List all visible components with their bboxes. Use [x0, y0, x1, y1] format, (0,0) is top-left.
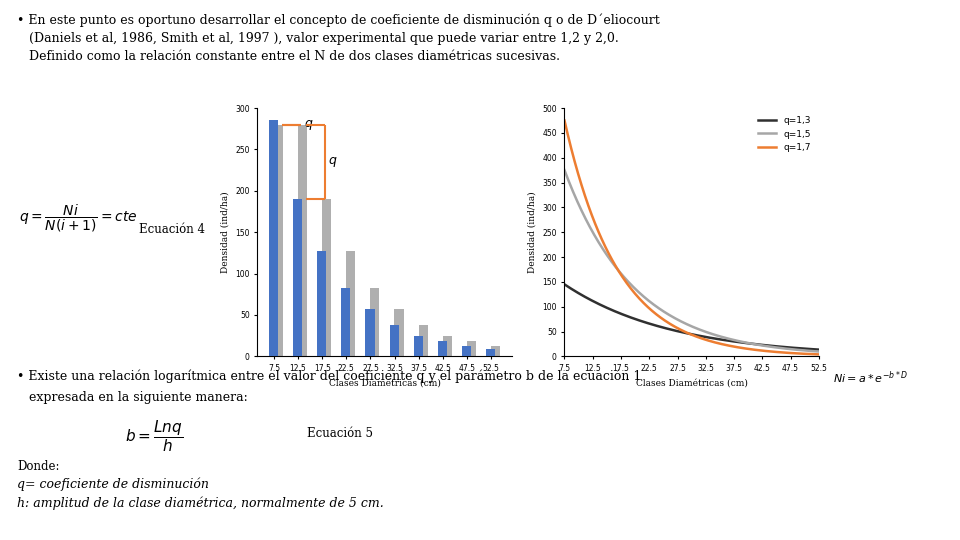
- Text: Ecuación 5: Ecuación 5: [307, 427, 373, 440]
- Bar: [467, 341, 476, 356]
- Bar: [366, 309, 374, 356]
- Bar: [486, 349, 495, 356]
- Text: Donde:: Donde:: [17, 460, 60, 473]
- Bar: [371, 288, 379, 356]
- Line: q=1,7: q=1,7: [564, 120, 819, 354]
- q=1,7: [714, 340, 726, 347]
- Bar: [443, 336, 452, 356]
- Bar: [462, 346, 471, 356]
- q=1,5: [714, 333, 726, 340]
- Text: $q$: $q$: [327, 155, 337, 169]
- Text: $b = \dfrac{Lnq}{h}$: $b = \dfrac{Lnq}{h}$: [125, 418, 183, 454]
- Line: q=1,3: q=1,3: [564, 285, 819, 349]
- Bar: [395, 309, 403, 356]
- q=1,3: [789, 345, 801, 351]
- Bar: [298, 125, 307, 356]
- Text: expresada en la siguiente manera:: expresada en la siguiente manera:: [17, 392, 248, 404]
- Y-axis label: Densidad (ind/ha): Densidad (ind/ha): [221, 191, 229, 273]
- Text: • Existe una relación logarítmica entre el valor del coeficiente q y el parámetr: • Existe una relación logarítmica entre …: [17, 370, 641, 383]
- q=1,3: [560, 282, 571, 288]
- q=1,7: [813, 351, 825, 357]
- Bar: [438, 341, 447, 356]
- q=1,3: [714, 336, 726, 343]
- Text: Ecuación 4: Ecuación 4: [139, 223, 205, 236]
- q=1,7: [710, 340, 722, 346]
- Bar: [341, 288, 350, 356]
- Text: q= coeficiente de disminución: q= coeficiente de disminución: [17, 478, 209, 491]
- q=1,3: [813, 346, 825, 353]
- X-axis label: Clases Diamétricas (cm): Clases Diamétricas (cm): [636, 379, 748, 388]
- Line: q=1,5: q=1,5: [564, 170, 819, 352]
- q=1,7: [789, 350, 801, 356]
- Text: $Ni = a*e^{-b*D}$: $Ni = a*e^{-b*D}$: [833, 370, 908, 387]
- q=1,7: [560, 121, 571, 127]
- q=1,5: [710, 332, 722, 339]
- q=1,3: [773, 343, 784, 350]
- Bar: [414, 336, 422, 356]
- Text: • En este punto es oportuno desarrollar el concepto de coeficiente de disminució: • En este punto es oportuno desarrollar …: [17, 14, 660, 63]
- Text: $q$: $q$: [303, 118, 313, 132]
- Bar: [491, 346, 500, 356]
- q=1,5: [559, 167, 570, 173]
- Bar: [390, 325, 398, 356]
- q=1,3: [559, 281, 570, 288]
- q=1,5: [560, 169, 571, 176]
- Y-axis label: Densidad (ind/ha): Densidad (ind/ha): [528, 191, 537, 273]
- q=1,7: [773, 349, 784, 355]
- Bar: [293, 199, 302, 356]
- Legend: q=1,3, q=1,5, q=1,7: q=1,3, q=1,5, q=1,7: [755, 112, 814, 156]
- q=1,5: [813, 348, 825, 355]
- q=1,5: [789, 346, 801, 353]
- Bar: [347, 251, 355, 356]
- q=1,5: [709, 332, 721, 338]
- Text: $q = \dfrac{Ni}{N(i+1)} = cte$: $q = \dfrac{Ni}{N(i+1)} = cte$: [19, 203, 137, 234]
- Text: h: amplitud de la clase diamétrica, normalmente de 5 cm.: h: amplitud de la clase diamétrica, norm…: [17, 497, 384, 510]
- q=1,3: [710, 335, 722, 342]
- Bar: [274, 125, 283, 356]
- q=1,7: [709, 339, 721, 346]
- q=1,7: [559, 117, 570, 124]
- X-axis label: Clases Diamétricas (cm): Clases Diamétricas (cm): [328, 379, 441, 388]
- Bar: [317, 251, 326, 356]
- Bar: [322, 199, 331, 356]
- Bar: [269, 120, 278, 356]
- q=1,3: [709, 335, 721, 342]
- q=1,5: [773, 345, 784, 351]
- Bar: [419, 325, 428, 356]
